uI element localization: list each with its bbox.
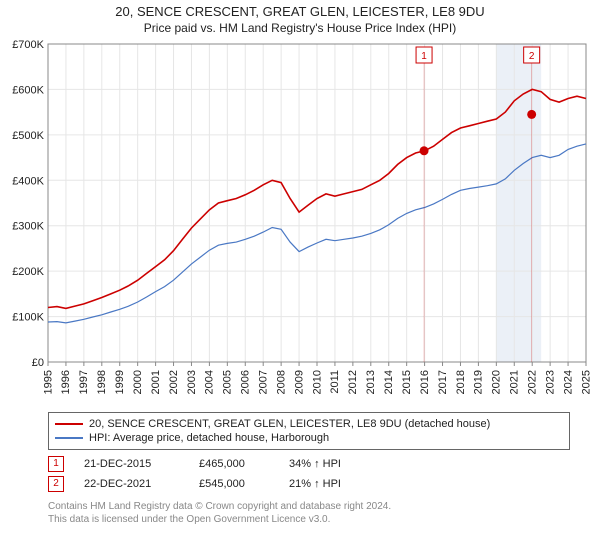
legend-label-2: HPI: Average price, detached house, Harb… [89, 432, 329, 444]
svg-text:2020: 2020 [491, 370, 503, 394]
footer-line-2: This data is licensed under the Open Gov… [48, 513, 570, 526]
svg-text:2004: 2004 [204, 370, 216, 394]
svg-text:2013: 2013 [365, 370, 377, 394]
svg-text:2000: 2000 [132, 370, 144, 394]
sale-price: £465,000 [199, 458, 269, 470]
svg-text:2016: 2016 [419, 370, 431, 394]
svg-text:1997: 1997 [78, 370, 90, 394]
footer-line-1: Contains HM Land Registry data © Crown c… [48, 500, 570, 513]
svg-text:2011: 2011 [329, 370, 341, 394]
legend-label-1: 20, SENCE CRESCENT, GREAT GLEN, LEICESTE… [89, 418, 490, 430]
chart-area: £0 £100K £200K £300K £400K £500K £600K £700K 199… [0, 38, 600, 406]
legend-row-1: 20, SENCE CRESCENT, GREAT GLEN, LEICESTE… [55, 417, 563, 431]
svg-text:1: 1 [421, 51, 427, 62]
legend-row-2: HPI: Average price, detached house, Harb… [55, 431, 563, 445]
sale-date: 22-DEC-2021 [84, 478, 179, 490]
svg-text:2023: 2023 [544, 370, 556, 394]
sale-price: £545,000 [199, 478, 269, 490]
svg-text:2009: 2009 [293, 370, 305, 394]
sales-table: 1 21-DEC-2015 £465,000 34% ↑ HPI 2 22-DEC-202… [48, 454, 570, 494]
sales-row: 2 22-DEC-2021 £545,000 21% ↑ HPI [48, 474, 570, 494]
sale-marker: 2 [48, 476, 64, 492]
sale-pct: 34% ↑ HPI [289, 458, 379, 470]
svg-text:2018: 2018 [455, 370, 467, 394]
svg-text:2025: 2025 [580, 370, 592, 394]
svg-text:2: 2 [529, 51, 535, 62]
legend-swatch-1 [55, 423, 83, 425]
sale-date: 21-DEC-2015 [84, 458, 179, 470]
svg-text:2001: 2001 [150, 370, 162, 394]
svg-text:2003: 2003 [186, 370, 198, 394]
svg-text:2006: 2006 [240, 370, 252, 394]
svg-text:1996: 1996 [60, 370, 72, 394]
svg-text:£600K: £600K [12, 84, 44, 96]
svg-text:2002: 2002 [168, 370, 180, 394]
chart-svg: £0 £100K £200K £300K £400K £500K £600K £700K 199… [0, 38, 600, 406]
svg-text:2022: 2022 [527, 370, 539, 394]
svg-text:2014: 2014 [383, 370, 395, 394]
svg-text:2015: 2015 [401, 370, 413, 394]
svg-text:2024: 2024 [562, 370, 574, 394]
svg-text:£0: £0 [32, 357, 44, 369]
svg-text:1995: 1995 [42, 370, 54, 394]
svg-text:2017: 2017 [437, 370, 449, 394]
legend: 20, SENCE CRESCENT, GREAT GLEN, LEICESTE… [48, 412, 570, 450]
sale-marker: 1 [48, 456, 64, 472]
svg-text:£100K: £100K [12, 312, 44, 324]
legend-swatch-2 [55, 437, 83, 439]
svg-text:1999: 1999 [114, 370, 126, 394]
svg-text:£300K: £300K [12, 221, 44, 233]
svg-text:2019: 2019 [473, 370, 485, 394]
svg-text:1998: 1998 [96, 370, 108, 394]
svg-text:£200K: £200K [12, 266, 44, 278]
svg-text:2008: 2008 [275, 370, 287, 394]
svg-text:£400K: £400K [12, 175, 44, 187]
chart-title: 20, SENCE CRESCENT, GREAT GLEN, LEICESTE… [0, 0, 600, 19]
svg-text:£500K: £500K [12, 130, 44, 142]
chart-subtitle: Price paid vs. HM Land Registry's House … [0, 19, 600, 38]
sales-row: 1 21-DEC-2015 £465,000 34% ↑ HPI [48, 454, 570, 474]
svg-text:2021: 2021 [509, 370, 521, 394]
svg-text:2012: 2012 [347, 370, 359, 394]
footer: Contains HM Land Registry data © Crown c… [48, 500, 570, 526]
svg-text:2005: 2005 [222, 370, 234, 394]
sale-pct: 21% ↑ HPI [289, 478, 379, 490]
svg-text:£700K: £700K [12, 39, 44, 51]
svg-text:2010: 2010 [311, 370, 323, 394]
svg-text:2007: 2007 [258, 370, 270, 394]
